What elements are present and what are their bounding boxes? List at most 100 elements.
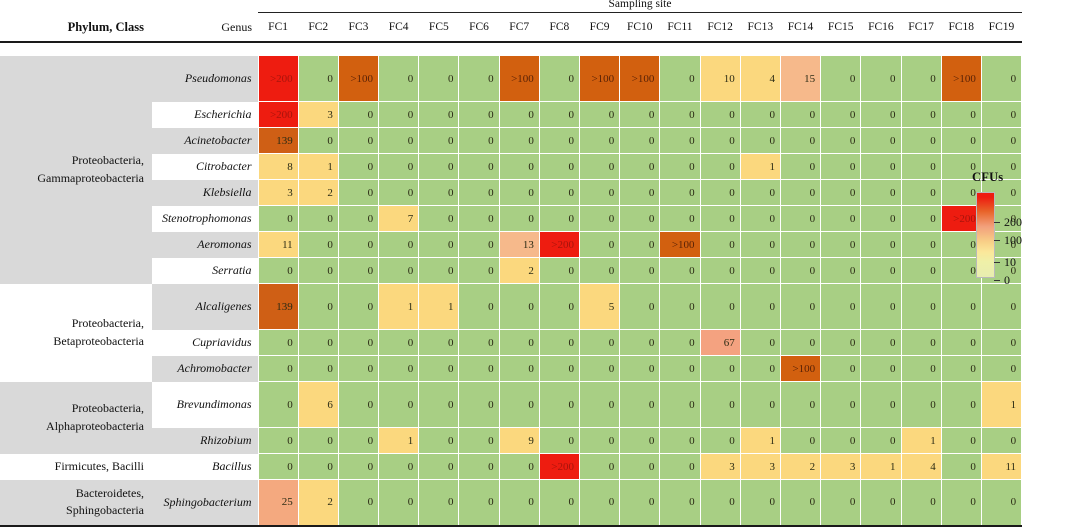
heat-cell: 0 [619, 329, 661, 356]
heat-cell: >200 [940, 205, 982, 232]
table-row: Serratia 0 0 0 0 0 0 2 0 0 0 0 0 0 0 0 0 0 0 0 [0, 257, 1023, 284]
heat-cell: 0 [659, 283, 701, 330]
heat-cell: 0 [900, 283, 942, 330]
heat-cell: 0 [860, 179, 902, 206]
heat-cell: 0 [418, 153, 460, 180]
phylum-class-line1: Proteobacteria, [71, 401, 144, 416]
legend-gradient-bar [976, 192, 995, 278]
header-site-fc11: FC11 [667, 21, 693, 33]
heat-cell: 0 [418, 427, 460, 454]
genus-cell: Stenotrophomonas [152, 205, 258, 232]
heat-cell: 0 [699, 479, 741, 526]
heat-cell: 0 [619, 231, 661, 258]
heat-cell: 0 [418, 479, 460, 526]
heat-cell: 0 [699, 231, 741, 258]
heat-cell: >200 [538, 453, 581, 480]
heat-cell: 0 [940, 231, 982, 258]
heat-cell: 0 [860, 479, 902, 526]
header-genus: Genus [221, 19, 252, 34]
heat-cell: 0 [659, 153, 701, 180]
heat-cell: 0 [900, 381, 942, 428]
heat-cell: 0 [900, 55, 942, 102]
heat-cell: 0 [578, 453, 621, 480]
heat-cell: 1 [418, 283, 460, 330]
heat-cell: 0 [578, 479, 621, 526]
heat-cell: 0 [498, 283, 540, 330]
genus-cell: Sphingobacterium [152, 479, 258, 526]
heat-cell: 0 [578, 179, 621, 206]
heat-cell: 0 [940, 101, 982, 128]
phylum-class-line2: Alphaproteobacteria [46, 418, 144, 433]
legend-tick-label: 10 [1004, 255, 1016, 269]
heat-cell: 0 [337, 153, 380, 180]
heat-cell: 0 [779, 381, 822, 428]
header-site-fc18: FC18 [948, 21, 975, 33]
heat-cell: 0 [578, 231, 621, 258]
heat-cell: 15 [779, 55, 822, 102]
heat-cell: 0 [498, 479, 540, 526]
heat-cell: 0 [498, 381, 540, 428]
table-row: Escherichia >200 3 0 0 0 0 0 0 0 0 0 0 0 0 0 0 0 0 0 [0, 101, 1023, 128]
heat-cell: 0 [699, 179, 741, 206]
heat-cell: 1 [739, 427, 781, 454]
header-site-fc15: FC15 [827, 21, 854, 33]
heat-cell: 2 [297, 479, 339, 526]
heat-cell: 0 [458, 355, 500, 382]
heat-cell: 0 [860, 55, 902, 102]
heat-cell: 0 [538, 355, 581, 382]
header-site-fc19: FC19 [988, 21, 1015, 33]
heat-cell: 0 [739, 101, 781, 128]
heat-cell: 0 [619, 453, 661, 480]
heat-cell: >200 [538, 231, 581, 258]
phylum-class-cell: Firmicutes, Bacilli [0, 453, 152, 480]
header-site-fc13: FC13 [747, 21, 774, 33]
heat-cell: 9 [498, 427, 540, 454]
heat-cell: 0 [619, 153, 661, 180]
heat-cell: 0 [458, 127, 500, 154]
heat-cell: 0 [297, 55, 339, 102]
heat-cell: 0 [659, 55, 701, 102]
heat-cell: 0 [498, 453, 540, 480]
heat-cell: 0 [538, 55, 581, 102]
heat-cell: 0 [900, 479, 942, 526]
heatmap-table: Phylum, Class Genus FC1 FC2 FC3 FC4 FC5 FC6 FC… [0, 13, 1023, 527]
header-site-fc1: FC1 [268, 21, 288, 33]
heat-cell: 0 [337, 381, 380, 428]
heat-cell: 0 [578, 153, 621, 180]
heat-cell: 0 [659, 479, 701, 526]
heat-cell: 0 [578, 205, 621, 232]
heat-cell: 0 [739, 355, 781, 382]
heat-cell: 0 [619, 355, 661, 382]
table-row: Aeromonas 11 0 0 0 0 0 13 >200 0 0 >100 0 0 0 0 0 0 0 0 [0, 231, 1023, 258]
header-site-fc4: FC4 [388, 21, 409, 33]
heat-cell: 0 [619, 381, 661, 428]
heat-cell: 0 [980, 355, 1023, 382]
heat-cell: 0 [619, 101, 661, 128]
heat-cell: 0 [337, 231, 380, 258]
heat-cell: 0 [860, 257, 902, 284]
heat-cell: 0 [378, 355, 420, 382]
genus-cell: Bacillus [152, 453, 258, 480]
heat-cell: 13 [498, 231, 540, 258]
heat-cell: 3 [297, 101, 339, 128]
heat-cell: 1 [980, 381, 1023, 428]
heat-cell: 0 [297, 453, 339, 480]
heat-cell: 0 [779, 205, 822, 232]
header-site-fc5: FC5 [428, 21, 449, 33]
heat-cell: 0 [900, 101, 942, 128]
heat-cell: 25 [257, 479, 299, 526]
heat-cell: 0 [458, 329, 500, 356]
heat-cell: 0 [860, 153, 902, 180]
heat-cell: 0 [980, 101, 1023, 128]
heat-cell: 11 [257, 231, 299, 258]
heat-cell: 3 [739, 453, 781, 480]
heat-cell: 0 [900, 153, 942, 180]
heat-cell: 0 [418, 101, 460, 128]
table-row: Rhizobium 0 0 0 1 0 0 9 0 0 0 0 0 1 0 0 0 1 0 0 [0, 427, 1023, 454]
heat-cell: 0 [980, 127, 1023, 154]
heat-cell: 0 [940, 257, 982, 284]
table-footer [0, 524, 1022, 527]
heat-cell: 0 [860, 283, 902, 330]
phylum-class-line1: Bacteroidetes, [75, 485, 144, 500]
header-phylum-class: Phylum, Class [67, 19, 144, 34]
